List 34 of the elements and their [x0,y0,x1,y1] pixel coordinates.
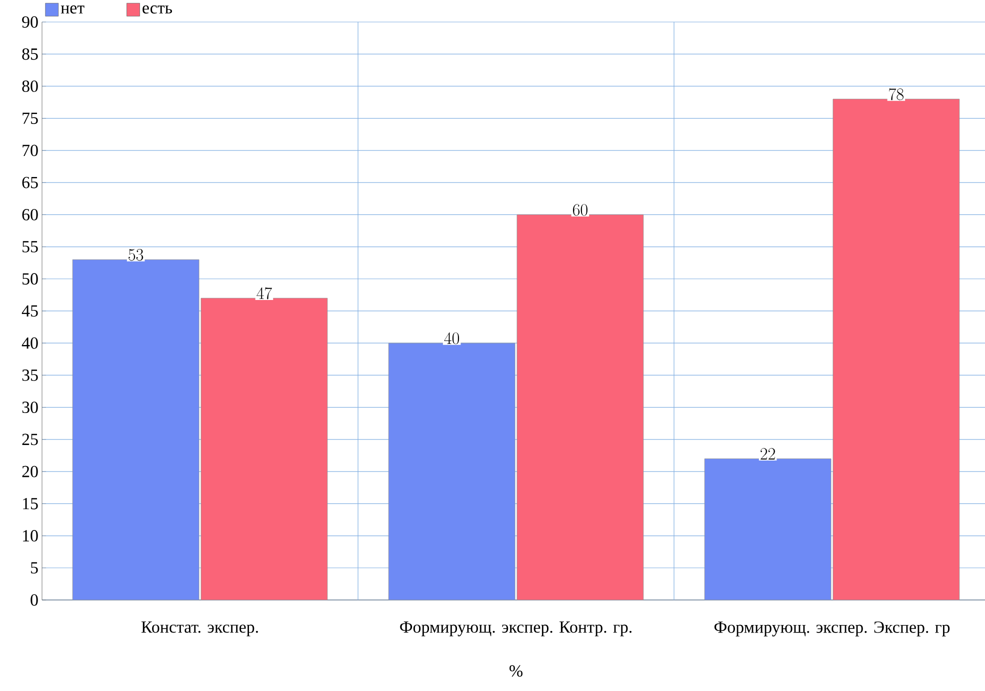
y-tick-label: 65 [22,176,38,188]
data-label: 78 [889,88,904,100]
x-tick-label: Формирующ. экспер. Контр. гр. [400,622,632,636]
bar [200,298,328,600]
y-tick-label: 5 [31,562,38,574]
y-tick-label: 55 [22,241,38,252]
x-tick-label: Констат. экспер. [141,622,258,636]
legend-label: нет [60,5,84,14]
y-tick-label: 85 [22,48,38,60]
legend-label: есть [142,5,172,14]
y-tick-label: 45 [22,305,38,317]
x-axis-title: % [510,665,522,677]
y-tick-label: 90 [22,16,38,28]
y-tick-label: 50 [22,273,38,285]
y-tick-label: 60 [22,208,38,220]
bar [516,214,644,600]
y-tick-label: 40 [22,337,38,349]
y-tick-label: 0 [30,594,38,606]
y-tick-label: 80 [22,80,38,92]
data-label: 47 [256,287,272,300]
y-tick-label: 20 [22,466,38,478]
data-label: 60 [572,204,588,216]
y-tick-label: 15 [23,498,38,510]
data-label: 53 [128,249,144,261]
y-tick-label: 10 [23,530,38,542]
y-tick-label: 30 [22,402,38,414]
data-label: 40 [444,332,460,344]
bar [832,98,960,600]
y-tick-label: 25 [22,434,38,446]
y-tick-label: 35 [22,370,38,381]
y-tick-label: 70 [22,144,38,156]
data-label: 22 [760,448,775,460]
x-tick-label: Формирующ. экспер. Экспер. гр [714,622,950,636]
y-tick-label: 75 [22,112,38,124]
